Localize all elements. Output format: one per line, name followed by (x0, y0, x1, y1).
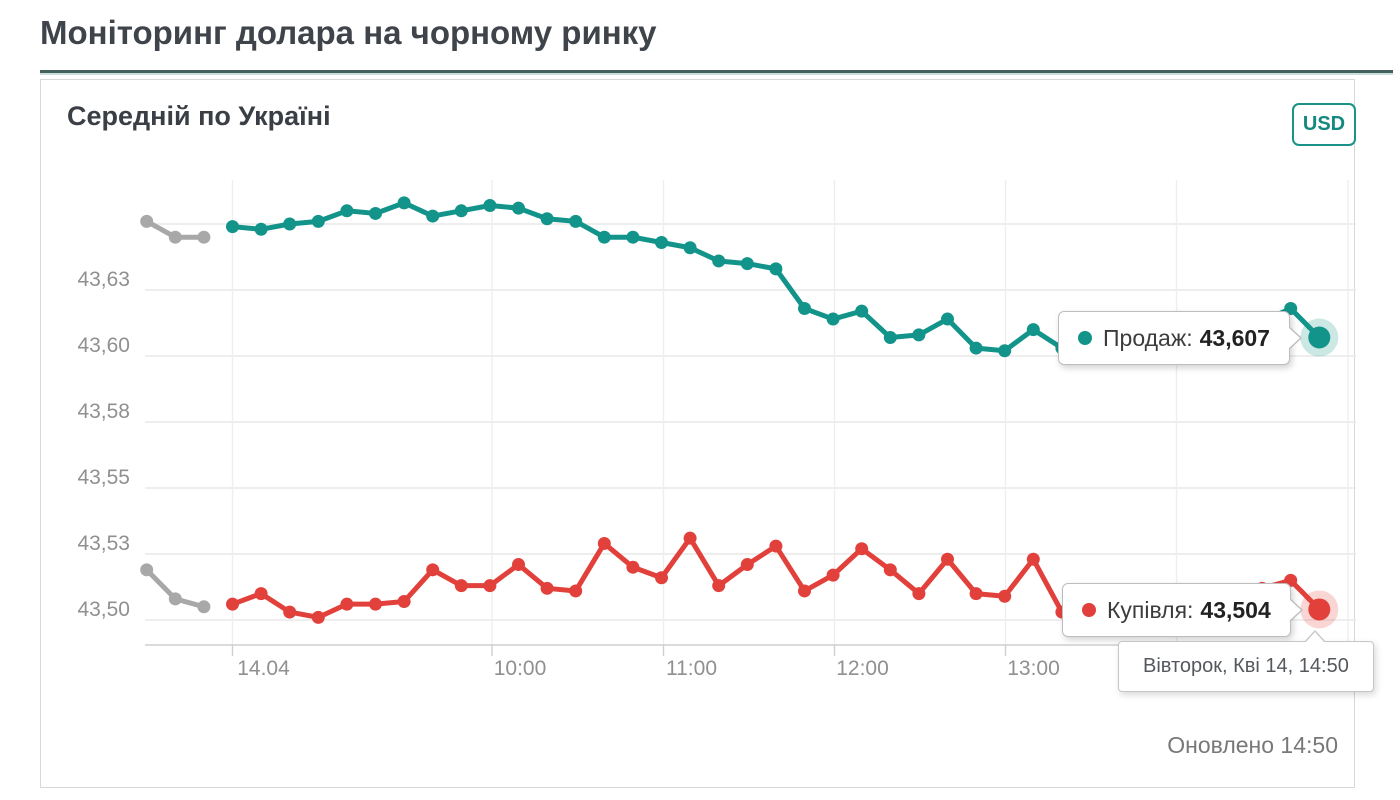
svg-text:11:00: 11:00 (666, 657, 717, 680)
buy-tooltip: Купівля: 43,504 (1062, 583, 1303, 637)
buy-series-dot-icon (1082, 603, 1096, 617)
date-tooltip-text: Вівторок, Кві 14, 14:50 (1143, 655, 1349, 677)
currency-badge[interactable]: USD (1292, 103, 1356, 146)
svg-text:10:00: 10:00 (494, 657, 547, 680)
svg-text:43,58: 43,58 (77, 400, 130, 423)
buy-tooltip-value: 43,504 (1200, 596, 1271, 623)
svg-text:43,63: 43,63 (77, 268, 130, 291)
svg-text:43,50: 43,50 (77, 598, 130, 621)
sell-series-dot-icon (1078, 331, 1092, 345)
sell-tooltip-value: 43,607 (1199, 324, 1270, 351)
updated-label: Оновлено 14:50 (1167, 732, 1338, 758)
card-subtitle: Середній по Україні (67, 101, 331, 131)
sell-tooltip-label: Продаж: (1103, 324, 1193, 351)
svg-text:14.04: 14.04 (237, 657, 290, 680)
sell-tooltip: Продаж: 43,607 (1058, 311, 1302, 365)
svg-text:12:00: 12:00 (836, 657, 889, 680)
svg-text:13:00: 13:00 (1007, 657, 1060, 680)
title-underline (40, 70, 1393, 75)
svg-text:43,55: 43,55 (77, 466, 130, 489)
svg-text:43,60: 43,60 (77, 334, 130, 357)
page-title: Моніторинг долара на чорному ринку (40, 14, 657, 51)
buy-tooltip-label: Купівля: (1107, 596, 1194, 623)
date-tooltip: Вівторок, Кві 14, 14:50 (1118, 630, 1374, 692)
svg-text:43,53: 43,53 (77, 532, 130, 555)
